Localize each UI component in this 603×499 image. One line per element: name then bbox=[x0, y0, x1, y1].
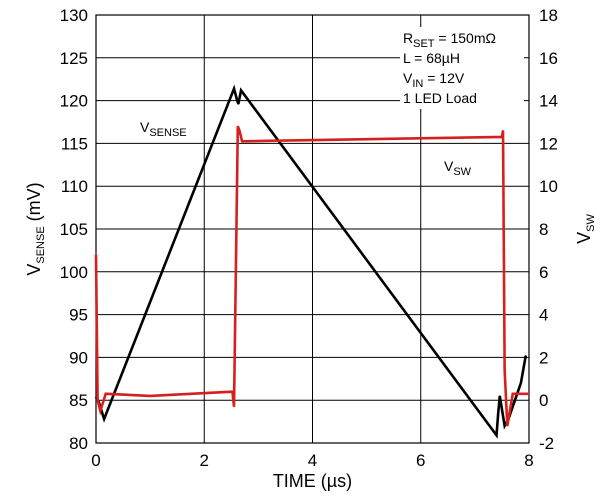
x-tick-label: 6 bbox=[416, 451, 425, 470]
x-tick-label: 4 bbox=[308, 451, 317, 470]
data-point-v-sense bbox=[520, 382, 522, 384]
annotation-line-main: L = 68µH bbox=[403, 50, 460, 66]
series-label-vsense-sub: SENSE bbox=[149, 127, 186, 139]
plot-frame bbox=[95, 14, 530, 444]
y-left-tick-label: 130 bbox=[60, 6, 88, 25]
y-left-tick-label: 90 bbox=[69, 348, 88, 367]
x-tick-label: 8 bbox=[524, 451, 533, 470]
data-point-v-sense bbox=[499, 395, 501, 397]
x-axis-title: TIME (µs) bbox=[273, 471, 352, 491]
series-label-vsense-main: V bbox=[140, 119, 150, 135]
annotation-line-rest: = 12V bbox=[423, 70, 465, 86]
y-right-axis-title: VSW bbox=[574, 214, 597, 244]
data-point-v-sense bbox=[240, 89, 242, 91]
annotation-line-sub: IN bbox=[412, 78, 423, 90]
y-left-tick-label: 85 bbox=[69, 391, 88, 410]
grid-layer bbox=[95, 14, 530, 444]
tick-layer: 0 2 4 6 8 80 85 90 95 100 105 110 115 120 125 130 -2 0 2 4 6… bbox=[60, 6, 558, 470]
series-label-vsw: VSW bbox=[444, 158, 472, 178]
annotation-line-rest: = 150mΩ bbox=[435, 30, 496, 46]
data-point-v-sw bbox=[504, 369, 506, 371]
data-point-v-sw bbox=[231, 391, 233, 393]
series-line-v-sw bbox=[94, 125, 529, 427]
data-point-v-sw bbox=[241, 140, 243, 142]
y-left-tick-label: 120 bbox=[60, 92, 88, 111]
data-point-v-sw bbox=[149, 395, 151, 397]
annotation-line-main: R bbox=[403, 30, 413, 46]
data-point-v-sw bbox=[502, 129, 504, 132]
data-point-v-sw bbox=[105, 393, 107, 395]
x-tick-label: 2 bbox=[200, 451, 209, 470]
y-right-tick-label: 4 bbox=[539, 306, 548, 325]
data-point-v-sw bbox=[237, 125, 239, 127]
y-left-tick-label: 100 bbox=[60, 263, 88, 282]
data-point-v-sw bbox=[99, 410, 101, 412]
y-right-tick-label: 2 bbox=[539, 348, 548, 367]
data-point-v-sense bbox=[495, 434, 498, 436]
annotation-line: 1 LED Load bbox=[403, 90, 477, 106]
y-left-axis-title-main: V bbox=[24, 264, 44, 276]
data-point-v-sense bbox=[504, 425, 506, 427]
annotation-line-main: V bbox=[403, 70, 413, 86]
y-right-tick-label: -2 bbox=[539, 434, 554, 453]
y-right-axis-title-main: V bbox=[574, 232, 594, 244]
series-label-vsense: VSENSE bbox=[140, 119, 187, 139]
data-point-v-sense bbox=[103, 418, 105, 420]
series-label-vsw-main: V bbox=[444, 158, 454, 174]
y-left-tick-label: 110 bbox=[61, 177, 88, 196]
y-left-tick-label: 80 bbox=[69, 434, 88, 453]
series-label-vsw-sub: SW bbox=[453, 166, 471, 178]
data-point-v-sense bbox=[233, 88, 235, 90]
y-left-tick-label: 115 bbox=[61, 134, 88, 153]
x-tick-label: 0 bbox=[91, 451, 100, 470]
y-right-tick-label: 0 bbox=[539, 391, 548, 410]
data-point-v-sw bbox=[233, 406, 235, 408]
y-left-tick-label: 105 bbox=[60, 220, 88, 239]
y-right-tick-label: 18 bbox=[539, 6, 558, 25]
y-right-axis-title-sub: SW bbox=[585, 214, 597, 232]
annotation-box bbox=[400, 27, 524, 109]
y-left-axis-title: VSENSE (mV) bbox=[24, 182, 47, 275]
data-point-v-sw bbox=[528, 393, 530, 395]
data-point-v-sw bbox=[506, 425, 508, 427]
y-left-tick-label: 95 bbox=[69, 306, 88, 325]
data-point-v-sw bbox=[512, 393, 514, 395]
y-right-tick-label: 14 bbox=[539, 92, 558, 111]
data-point-v-sw bbox=[97, 399, 99, 401]
data-point-v-sense bbox=[497, 413, 499, 415]
y-right-tick-label: 16 bbox=[539, 49, 558, 68]
y-right-tick-label: 10 bbox=[539, 177, 558, 196]
data-point-v-sw bbox=[501, 136, 503, 138]
data-point-v-sense bbox=[236, 98, 238, 100]
y-right-tick-label: 12 bbox=[539, 134, 558, 153]
data-point-v-sense bbox=[237, 103, 239, 105]
y-right-axis-title-group: VSW bbox=[574, 214, 597, 244]
annotation-line-main: 1 LED Load bbox=[403, 90, 477, 106]
y-left-axis-title-rest: (mV) bbox=[24, 182, 44, 226]
data-point-v-sense bbox=[525, 355, 527, 357]
y-left-tick-label: 125 bbox=[60, 49, 88, 68]
annotation-line: RSET = 150mΩ bbox=[403, 30, 496, 50]
data-point-v-sw bbox=[238, 129, 241, 132]
annotation-line-sub: SET bbox=[413, 38, 435, 50]
annotation-line: VIN = 12V bbox=[403, 70, 465, 90]
annotation-line: L = 68µH bbox=[403, 50, 460, 66]
series-layer bbox=[94, 84, 530, 439]
data-point-v-sw bbox=[95, 254, 97, 256]
y-right-tick-label: 8 bbox=[539, 220, 548, 239]
y-left-axis-title-sub: SENSE bbox=[35, 226, 47, 263]
y-right-tick-label: 6 bbox=[539, 263, 548, 282]
y-left-axis-title-group: VSENSE (mV) bbox=[24, 182, 47, 275]
